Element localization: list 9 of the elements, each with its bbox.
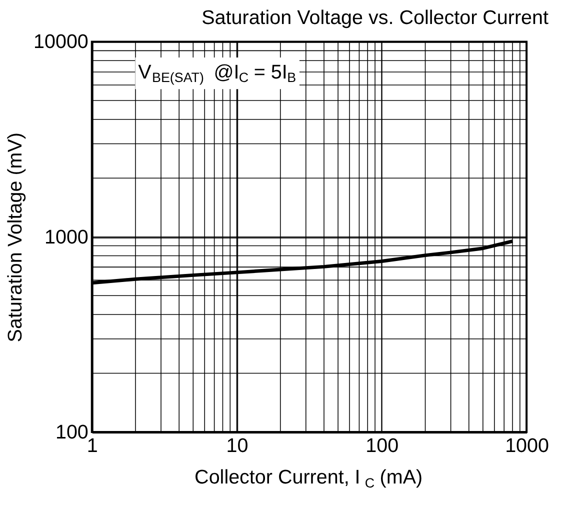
x-tick-label: 100	[366, 435, 399, 458]
y-tick-label: 1000	[44, 226, 88, 248]
y-tick-label: 10000	[33, 31, 88, 54]
chart-title: Saturation Voltage vs. Collector Current	[202, 6, 550, 29]
x-tick-label: 1	[86, 435, 98, 458]
y-axis-title: Saturation Voltage (mV)	[4, 132, 27, 342]
y-tick-label: 100	[55, 421, 88, 444]
x-tick-label: 1000	[505, 435, 550, 458]
x-tick-label: 10	[226, 435, 248, 458]
